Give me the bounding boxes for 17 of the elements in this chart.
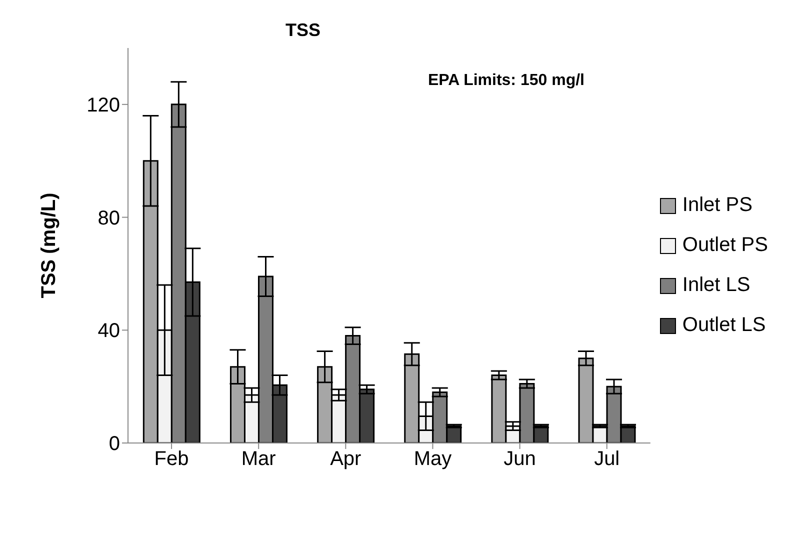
x-tick-label: Mar <box>241 448 276 470</box>
y-tick-label: 40 <box>98 320 120 342</box>
y-tick-label: 120 <box>86 94 120 117</box>
x-tick-label: Feb <box>154 448 189 470</box>
legend-label: Outlet PS <box>682 234 768 257</box>
x-tick-label: Jul <box>594 448 620 470</box>
y-axis-title: TSS (mg/L) <box>38 192 60 298</box>
y-tick-label: 80 <box>98 207 120 230</box>
chart-title: TSS <box>284 20 322 41</box>
x-tick-label: Apr <box>330 448 362 470</box>
y-tick-label: 0 <box>108 433 120 456</box>
annotation: EPA Limits: 150 mg/l <box>428 72 584 90</box>
x-tick-label: Jun <box>504 448 536 470</box>
x-tick-label: May <box>414 448 452 470</box>
legend-label: Inlet PS <box>682 194 752 217</box>
legend-label: Inlet LS <box>682 274 750 297</box>
legend-label: Outlet LS <box>682 314 766 337</box>
